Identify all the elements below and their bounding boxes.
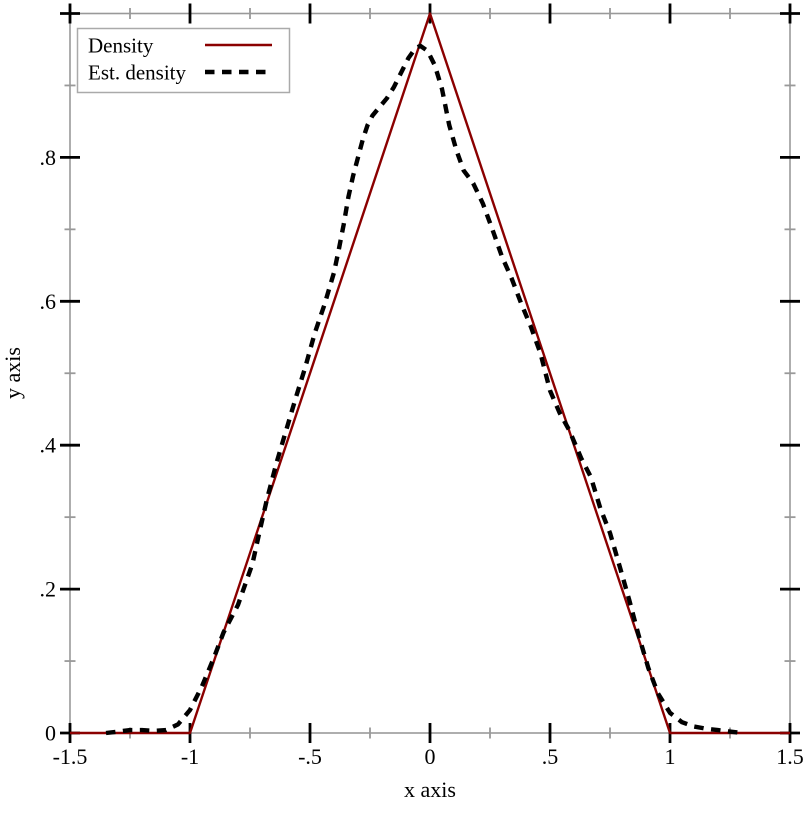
y-tick-label: .6	[40, 289, 57, 314]
y-axis-title: y axis	[0, 347, 25, 399]
x-tick-label: -1.5	[53, 744, 88, 769]
x-tick-label: 0	[425, 744, 436, 769]
x-tick-label: -1	[181, 744, 199, 769]
plot-frame-layer	[69, 12, 791, 734]
legend-label-est-density: Est. density	[88, 61, 186, 85]
y-tick-label: .2	[40, 577, 57, 602]
legend-box	[76, 27, 291, 94]
x-tick-label: 1	[665, 744, 676, 769]
y-tick-label: 0	[45, 721, 56, 746]
tick-label-layer: -1.5 -1 -.5 0 .5 1 1.5 0 .2 .4 .6 .8	[40, 145, 804, 769]
plot-frame	[69, 12, 791, 734]
x-axis-title: x axis	[404, 777, 456, 802]
x-tick-label: .5	[542, 744, 559, 769]
tick-layer	[60, 3, 800, 743]
density-line	[70, 12, 790, 735]
series-layer	[70, 12, 790, 736]
y-tick-label: .4	[40, 433, 57, 458]
y-tick-label: .8	[40, 145, 57, 170]
x-tick-label: 1.5	[776, 744, 804, 769]
est-density-line	[105, 43, 743, 736]
legend: Density Est. density	[76, 27, 291, 94]
x-tick-label: -.5	[298, 744, 322, 769]
legend-label-density: Density	[88, 34, 154, 58]
